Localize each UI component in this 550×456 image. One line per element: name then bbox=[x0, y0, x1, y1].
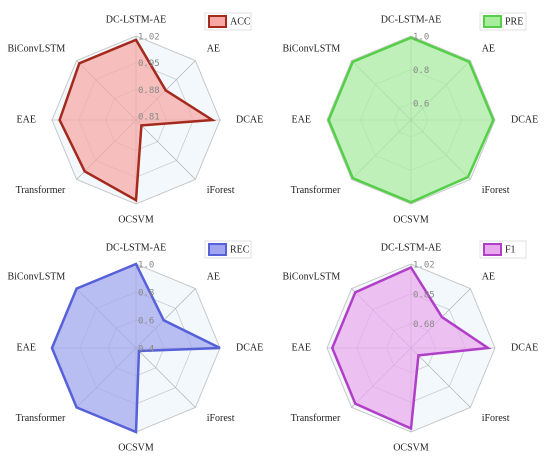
r-tick-label: 0.81 bbox=[138, 113, 160, 123]
category-label: Transformer bbox=[291, 413, 341, 424]
category-label: OCSVM bbox=[118, 442, 154, 453]
category-label: AE bbox=[482, 44, 495, 55]
r-tick-label: 1.02 bbox=[138, 33, 160, 43]
category-label: DC-LSTM-AE bbox=[381, 242, 442, 253]
category-label: iForest bbox=[207, 413, 235, 424]
category-label: Transformer bbox=[16, 413, 66, 424]
r-tick-label: 0.6 bbox=[138, 317, 154, 327]
spoke bbox=[135, 119, 196, 180]
category-label: iForest bbox=[482, 413, 510, 424]
radar-area bbox=[58, 38, 217, 203]
category-label: iForest bbox=[482, 185, 510, 196]
category-label: EAE bbox=[17, 342, 36, 353]
category-label: DCAE bbox=[511, 114, 538, 125]
legend-label: REC bbox=[230, 244, 250, 255]
category-label: DCAE bbox=[511, 342, 538, 353]
category-label: EAE bbox=[292, 342, 311, 353]
legend-swatch bbox=[208, 243, 227, 256]
category-label: Transformer bbox=[16, 185, 66, 196]
category-label: DC-LSTM-AE bbox=[381, 14, 442, 25]
radar-area bbox=[330, 265, 492, 431]
legend-label: F1 bbox=[505, 244, 516, 255]
category-label: iForest bbox=[207, 185, 235, 196]
category-label: DC-LSTM-AE bbox=[106, 14, 167, 25]
r-tick-label: 0.8 bbox=[413, 66, 429, 76]
legend-label: PRE bbox=[505, 16, 523, 27]
radar-panel: DC-LSTM-AE AE DCAE iForest OCSVM Transformer E… bbox=[7, 240, 263, 453]
legend-swatch bbox=[483, 243, 502, 256]
category-label: DC-LSTM-AE bbox=[106, 242, 167, 253]
r-tick-label: 0.95 bbox=[138, 59, 160, 69]
r-tick-label: 0.85 bbox=[413, 290, 435, 300]
category-label: BiConvLSTM bbox=[7, 44, 65, 55]
legend-swatch bbox=[208, 15, 227, 28]
r-tick-label: 1.0 bbox=[138, 261, 154, 271]
category-label: OCSVM bbox=[118, 214, 154, 225]
radar-panel: DC-LSTM-AE AE DCAE iForest OCSVM Transformer E… bbox=[7, 12, 263, 225]
legend-swatch bbox=[483, 15, 502, 28]
category-label: OCSVM bbox=[393, 214, 429, 225]
r-tick-label: 0.6 bbox=[413, 100, 429, 110]
category-label: BiConvLSTM bbox=[7, 272, 65, 283]
radar-panel: DC-LSTM-AE AE DCAE iForest OCSVM Transformer E… bbox=[282, 240, 538, 453]
r-tick-label: 0.8 bbox=[138, 289, 154, 299]
r-tick-label: 1.02 bbox=[413, 261, 435, 271]
radar-area bbox=[50, 262, 221, 434]
category-label: BiConvLSTM bbox=[282, 44, 340, 55]
category-label: AE bbox=[207, 44, 220, 55]
category-label: AE bbox=[482, 272, 495, 283]
category-label: AE bbox=[207, 272, 220, 283]
category-label: Transformer bbox=[291, 185, 341, 196]
category-label: EAE bbox=[17, 114, 36, 125]
r-tick-label: 0.88 bbox=[138, 86, 160, 96]
category-label: OCSVM bbox=[393, 442, 429, 453]
r-tick-label: 1.0 bbox=[413, 33, 429, 43]
category-label: BiConvLSTM bbox=[282, 272, 340, 283]
category-label: EAE bbox=[292, 114, 311, 125]
radar-panel: DC-LSTM-AE AE DCAE iForest OCSVM Transformer E… bbox=[282, 12, 538, 225]
spoke bbox=[410, 347, 471, 408]
spoke bbox=[135, 347, 196, 408]
category-label: DCAE bbox=[236, 114, 263, 125]
legend-label: ACC bbox=[230, 16, 251, 27]
radar-area bbox=[327, 36, 495, 204]
r-tick-label: 0.68 bbox=[413, 320, 435, 330]
category-label: DCAE bbox=[236, 342, 263, 353]
r-tick-label: 0.4 bbox=[138, 345, 154, 355]
